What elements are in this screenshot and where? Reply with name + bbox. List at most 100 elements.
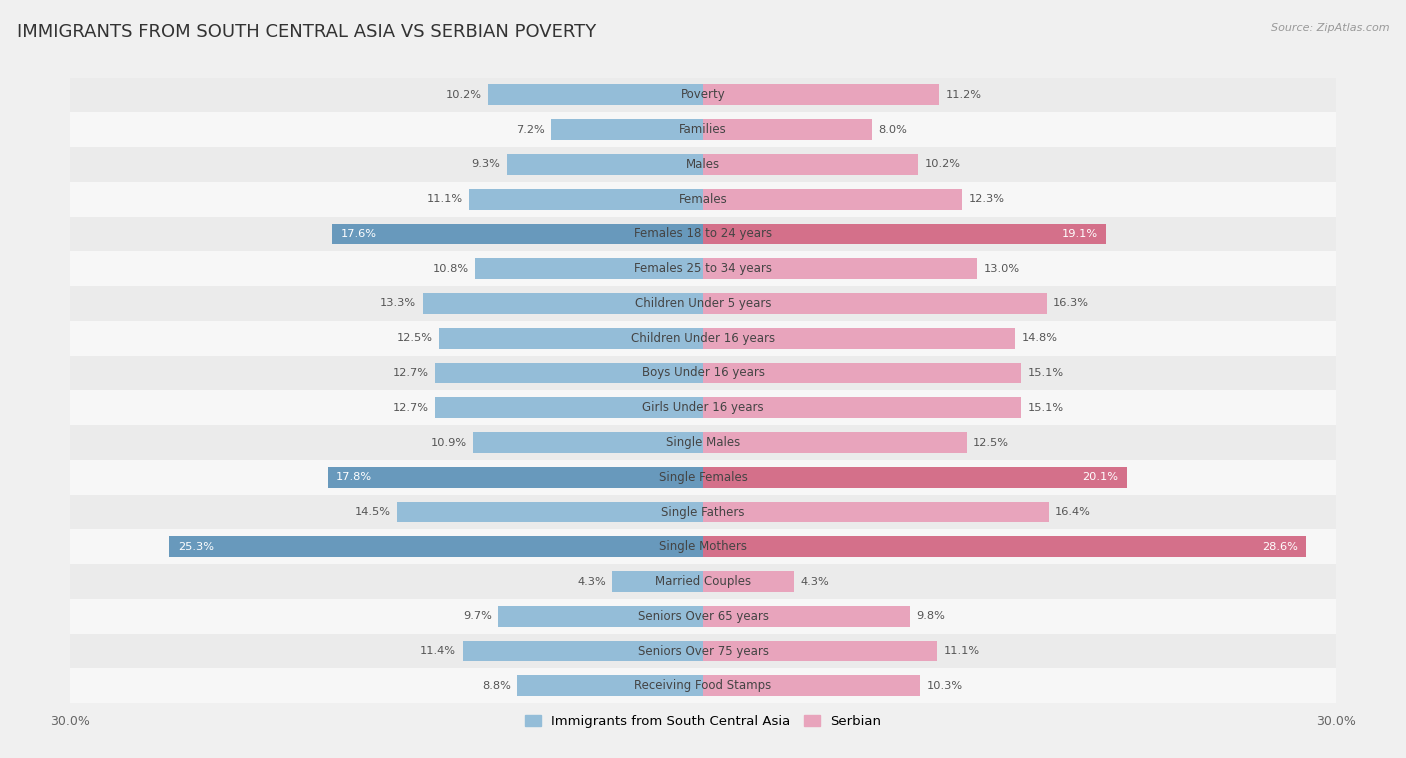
Text: Females 25 to 34 years: Females 25 to 34 years bbox=[634, 262, 772, 275]
Text: 19.1%: 19.1% bbox=[1062, 229, 1098, 239]
Bar bbox=[703, 675, 920, 697]
Text: 11.1%: 11.1% bbox=[943, 646, 980, 656]
Bar bbox=[703, 537, 1306, 557]
Text: 16.3%: 16.3% bbox=[1053, 299, 1090, 309]
Text: 17.8%: 17.8% bbox=[336, 472, 373, 482]
Bar bbox=[70, 182, 1336, 217]
Text: 28.6%: 28.6% bbox=[1261, 542, 1298, 552]
Bar bbox=[70, 460, 1336, 495]
Bar bbox=[422, 293, 703, 314]
Text: Females: Females bbox=[679, 193, 727, 205]
Text: Poverty: Poverty bbox=[681, 89, 725, 102]
Legend: Immigrants from South Central Asia, Serbian: Immigrants from South Central Asia, Serb… bbox=[520, 709, 886, 733]
Bar bbox=[70, 495, 1336, 529]
Text: 10.2%: 10.2% bbox=[446, 90, 481, 100]
Bar bbox=[70, 634, 1336, 669]
Bar bbox=[70, 564, 1336, 599]
Text: Females 18 to 24 years: Females 18 to 24 years bbox=[634, 227, 772, 240]
Text: 12.7%: 12.7% bbox=[392, 402, 429, 413]
Text: 10.8%: 10.8% bbox=[433, 264, 468, 274]
Text: 7.2%: 7.2% bbox=[516, 124, 546, 135]
Text: Males: Males bbox=[686, 158, 720, 171]
Bar bbox=[70, 599, 1336, 634]
Bar bbox=[703, 293, 1046, 314]
Text: 16.4%: 16.4% bbox=[1054, 507, 1091, 517]
Text: Boys Under 16 years: Boys Under 16 years bbox=[641, 366, 765, 380]
Text: 9.7%: 9.7% bbox=[463, 611, 492, 622]
Text: 8.0%: 8.0% bbox=[877, 124, 907, 135]
Bar bbox=[398, 502, 703, 522]
Text: IMMIGRANTS FROM SOUTH CENTRAL ASIA VS SERBIAN POVERTY: IMMIGRANTS FROM SOUTH CENTRAL ASIA VS SE… bbox=[17, 23, 596, 41]
Bar bbox=[436, 397, 703, 418]
Bar bbox=[488, 84, 703, 105]
Bar bbox=[703, 571, 793, 592]
Text: Children Under 16 years: Children Under 16 years bbox=[631, 332, 775, 345]
Text: Married Couples: Married Couples bbox=[655, 575, 751, 588]
Text: 15.1%: 15.1% bbox=[1028, 402, 1064, 413]
Bar bbox=[703, 224, 1105, 244]
Bar bbox=[703, 502, 1049, 522]
Text: 20.1%: 20.1% bbox=[1083, 472, 1119, 482]
Bar bbox=[70, 147, 1336, 182]
Bar bbox=[463, 641, 703, 662]
Bar bbox=[70, 425, 1336, 460]
Bar bbox=[332, 224, 703, 244]
Bar bbox=[703, 327, 1015, 349]
Bar bbox=[703, 467, 1128, 487]
Text: 15.1%: 15.1% bbox=[1028, 368, 1064, 378]
Text: Girls Under 16 years: Girls Under 16 years bbox=[643, 401, 763, 415]
Text: 9.8%: 9.8% bbox=[917, 611, 945, 622]
Bar bbox=[70, 529, 1336, 564]
Text: 8.8%: 8.8% bbox=[482, 681, 512, 691]
Text: 12.5%: 12.5% bbox=[973, 437, 1010, 447]
Text: 12.5%: 12.5% bbox=[396, 334, 433, 343]
Text: Single Females: Single Females bbox=[658, 471, 748, 484]
Text: Single Mothers: Single Mothers bbox=[659, 540, 747, 553]
Bar bbox=[613, 571, 703, 592]
Bar bbox=[70, 252, 1336, 286]
Bar bbox=[470, 189, 703, 210]
Text: 11.4%: 11.4% bbox=[420, 646, 456, 656]
Bar bbox=[499, 606, 703, 627]
Bar bbox=[328, 467, 703, 487]
Bar bbox=[70, 77, 1336, 112]
Text: 4.3%: 4.3% bbox=[578, 577, 606, 587]
Text: 11.2%: 11.2% bbox=[945, 90, 981, 100]
Bar bbox=[703, 84, 939, 105]
Text: 4.3%: 4.3% bbox=[800, 577, 828, 587]
Bar bbox=[703, 606, 910, 627]
Text: Seniors Over 65 years: Seniors Over 65 years bbox=[637, 609, 769, 623]
Bar bbox=[475, 258, 703, 279]
Text: 12.3%: 12.3% bbox=[969, 194, 1005, 204]
Bar bbox=[703, 432, 967, 453]
Text: Source: ZipAtlas.com: Source: ZipAtlas.com bbox=[1271, 23, 1389, 33]
Text: Single Males: Single Males bbox=[666, 436, 740, 449]
Text: 9.3%: 9.3% bbox=[471, 159, 501, 170]
Text: 17.6%: 17.6% bbox=[340, 229, 377, 239]
Text: 13.3%: 13.3% bbox=[380, 299, 416, 309]
Text: Seniors Over 75 years: Seniors Over 75 years bbox=[637, 644, 769, 657]
Text: Receiving Food Stamps: Receiving Food Stamps bbox=[634, 679, 772, 692]
Text: 10.2%: 10.2% bbox=[925, 159, 960, 170]
Text: 13.0%: 13.0% bbox=[984, 264, 1019, 274]
Bar bbox=[472, 432, 703, 453]
Text: 25.3%: 25.3% bbox=[177, 542, 214, 552]
Text: 11.1%: 11.1% bbox=[426, 194, 463, 204]
Bar bbox=[703, 119, 872, 140]
Bar bbox=[70, 112, 1336, 147]
Bar bbox=[703, 362, 1021, 384]
Text: Children Under 5 years: Children Under 5 years bbox=[634, 297, 772, 310]
Text: 12.7%: 12.7% bbox=[392, 368, 429, 378]
Bar bbox=[70, 669, 1336, 703]
Bar bbox=[508, 154, 703, 175]
Bar bbox=[703, 641, 936, 662]
Text: Families: Families bbox=[679, 124, 727, 136]
Bar bbox=[703, 397, 1021, 418]
Bar bbox=[70, 356, 1336, 390]
Bar bbox=[436, 362, 703, 384]
Bar bbox=[703, 258, 977, 279]
Text: Single Fathers: Single Fathers bbox=[661, 506, 745, 518]
Text: 14.8%: 14.8% bbox=[1021, 334, 1057, 343]
Bar bbox=[703, 189, 963, 210]
Bar bbox=[551, 119, 703, 140]
